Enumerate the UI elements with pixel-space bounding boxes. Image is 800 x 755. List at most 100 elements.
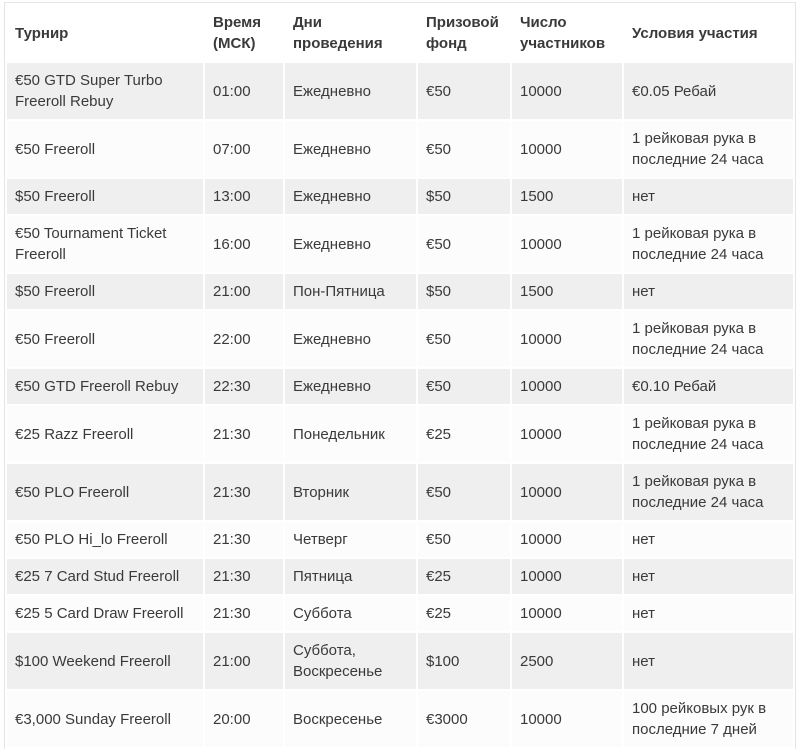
cell-prize-fund: €50 — [418, 369, 510, 404]
cell-conditions: 1 рейковая рука в последние 24 часа — [624, 464, 793, 520]
cell-prize-fund: €3000 — [418, 691, 510, 747]
cell-tournament: $100 Weekend Freeroll — [7, 633, 203, 689]
column-header-days: Дни проведения — [285, 5, 416, 61]
cell-participants: 1500 — [512, 179, 622, 214]
cell-conditions: 1 рейковая рука в последние 24 часа — [624, 216, 793, 272]
cell-participants: 10000 — [512, 464, 622, 520]
cell-participants: 10000 — [512, 311, 622, 367]
cell-time-msk: 22:00 — [205, 311, 283, 367]
cell-conditions: 1 рейковая рука в последние 24 часа — [624, 311, 793, 367]
cell-days: Ежедневно — [285, 121, 416, 177]
cell-days: Ежедневно — [285, 311, 416, 367]
cell-days: Суббота — [285, 596, 416, 631]
cell-days: Ежедневно — [285, 216, 416, 272]
cell-time-msk: 21:30 — [205, 406, 283, 462]
column-header-time-msk: Время (МСК) — [205, 5, 283, 61]
cell-time-msk: 21:30 — [205, 522, 283, 557]
cell-prize-fund: €25 — [418, 559, 510, 594]
cell-prize-fund: $100 — [418, 633, 510, 689]
cell-conditions: нет — [624, 179, 793, 214]
cell-participants: 10000 — [512, 559, 622, 594]
cell-time-msk: 21:30 — [205, 559, 283, 594]
cell-tournament: $50 Freeroll — [7, 179, 203, 214]
column-header-participants: Число участников — [512, 5, 622, 61]
cell-days: Воскресенье — [285, 691, 416, 747]
cell-days: Ежедневно — [285, 369, 416, 404]
cell-participants: 10000 — [512, 522, 622, 557]
table-row: $50 Freeroll 21:00 Пон-Пятница $50 1500 нет — [7, 274, 793, 309]
cell-time-msk: 21:00 — [205, 633, 283, 689]
cell-conditions: 100 рейковых рук в последние 7 дней — [624, 691, 793, 747]
cell-conditions: €0.10 Ребай — [624, 369, 793, 404]
cell-participants: 10000 — [512, 596, 622, 631]
cell-time-msk: 21:30 — [205, 596, 283, 631]
column-header-tournament: Турнир — [7, 5, 203, 61]
cell-prize-fund: €50 — [418, 63, 510, 119]
table-row: €50 PLO Hi_lo Freeroll 21:30 Четверг €50 100… — [7, 522, 793, 557]
cell-tournament: €3,000 Sunday Freeroll — [7, 691, 203, 747]
cell-conditions: €0.05 Ребай — [624, 63, 793, 119]
table-row: €50 PLO Freeroll 21:30 Вторник €50 10000 1 ре… — [7, 464, 793, 520]
table-row: $100 Weekend Freeroll 21:00 Суббота, Воскр… — [7, 633, 793, 689]
cell-tournament: €50 GTD Freeroll Rebuy — [7, 369, 203, 404]
cell-tournament: $50 Freeroll — [7, 274, 203, 309]
cell-time-msk: 22:30 — [205, 369, 283, 404]
cell-days: Вторник — [285, 464, 416, 520]
table-row: €50 Tournament Ticket Freeroll 16:00 Ежедн… — [7, 216, 793, 272]
cell-time-msk: 01:00 — [205, 63, 283, 119]
cell-tournament: €25 Razz Freeroll — [7, 406, 203, 462]
table-row: $50 Freeroll 13:00 Ежедневно $50 1500 нет — [7, 179, 793, 214]
cell-tournament: €50 GTD Super Turbo Freeroll Rebuy — [7, 63, 203, 119]
cell-tournament: €50 Tournament Ticket Freeroll — [7, 216, 203, 272]
cell-time-msk: 20:00 — [205, 691, 283, 747]
cell-days: Ежедневно — [285, 63, 416, 119]
table-row: €25 5 Card Draw Freeroll 21:30 Суббота €25 1… — [7, 596, 793, 631]
cell-participants: 10000 — [512, 691, 622, 747]
cell-time-msk: 07:00 — [205, 121, 283, 177]
cell-prize-fund: $50 — [418, 274, 510, 309]
cell-prize-fund: €50 — [418, 311, 510, 367]
table-row: €25 Razz Freeroll 21:30 Понедельник €25 1000… — [7, 406, 793, 462]
cell-prize-fund: €50 — [418, 216, 510, 272]
cell-tournament: €50 PLO Hi_lo Freeroll — [7, 522, 203, 557]
cell-conditions: 1 рейковая рука в последние 24 часа — [624, 121, 793, 177]
cell-conditions: нет — [624, 596, 793, 631]
header-row: Турнир Время (МСК) Дни проведения Призовой … — [7, 5, 793, 61]
table-row: €25 7 Card Stud Freeroll 21:30 Пятница €25 1… — [7, 559, 793, 594]
cell-participants: 2500 — [512, 633, 622, 689]
cell-participants: 10000 — [512, 121, 622, 177]
cell-participants: 10000 — [512, 63, 622, 119]
table-row: €3,000 Sunday Freeroll 20:00 Воскресенье €3… — [7, 691, 793, 747]
cell-prize-fund: €25 — [418, 596, 510, 631]
table-row: €50 Freeroll 07:00 Ежедневно €50 10000 1 рейк… — [7, 121, 793, 177]
cell-prize-fund: €25 — [418, 406, 510, 462]
cell-conditions: нет — [624, 559, 793, 594]
table-row: €50 GTD Super Turbo Freeroll Rebuy 01:00 Е… — [7, 63, 793, 119]
cell-time-msk: 21:00 — [205, 274, 283, 309]
cell-tournament: €50 Freeroll — [7, 311, 203, 367]
cell-days: Пятница — [285, 559, 416, 594]
cell-time-msk: 21:30 — [205, 464, 283, 520]
freeroll-schedule-container: Турнир Время (МСК) Дни проведения Призовой … — [4, 2, 796, 749]
column-header-prize-fund: Призовой фонд — [418, 5, 510, 61]
cell-participants: 10000 — [512, 406, 622, 462]
table-row: €50 Freeroll 22:00 Ежедневно €50 10000 1 рейк… — [7, 311, 793, 367]
cell-participants: 10000 — [512, 369, 622, 404]
cell-conditions: нет — [624, 522, 793, 557]
cell-days: Понедельник — [285, 406, 416, 462]
cell-prize-fund: $50 — [418, 179, 510, 214]
cell-tournament: €50 PLO Freeroll — [7, 464, 203, 520]
cell-prize-fund: €50 — [418, 121, 510, 177]
column-header-conditions: Условия участия — [624, 5, 793, 61]
cell-conditions: 1 рейковая рука в последние 24 часа — [624, 406, 793, 462]
cell-prize-fund: €50 — [418, 522, 510, 557]
cell-prize-fund: €50 — [418, 464, 510, 520]
cell-days: Пон-Пятница — [285, 274, 416, 309]
cell-tournament: €25 7 Card Stud Freeroll — [7, 559, 203, 594]
cell-days: Ежедневно — [285, 179, 416, 214]
cell-conditions: нет — [624, 274, 793, 309]
table-row: €50 GTD Freeroll Rebuy 22:30 Ежедневно €50 1… — [7, 369, 793, 404]
cell-time-msk: 16:00 — [205, 216, 283, 272]
cell-days: Четверг — [285, 522, 416, 557]
cell-conditions: нет — [624, 633, 793, 689]
